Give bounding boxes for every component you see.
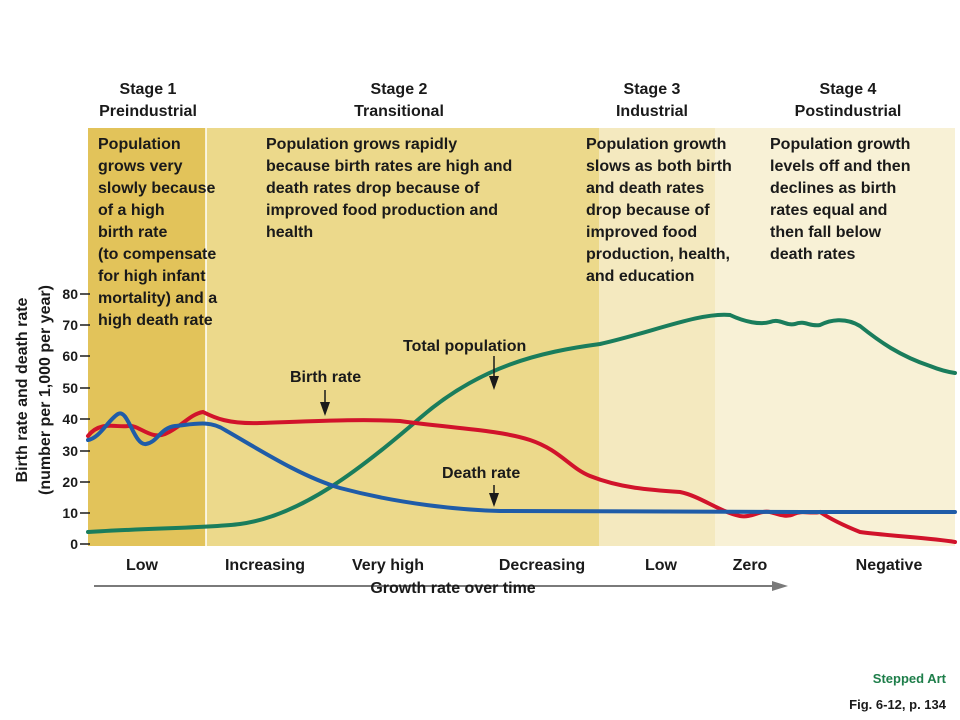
- stage1-background: [88, 128, 206, 546]
- death-rate-label: Death rate: [442, 465, 520, 482]
- stage4-description-line: then fall below: [770, 224, 882, 241]
- y-tick-label: 60: [62, 348, 78, 364]
- stage3-description-line: slows as both birth: [586, 158, 732, 175]
- time-arrow: [94, 581, 788, 591]
- growth-label-zero: Zero: [733, 557, 768, 574]
- y-axis-label-line2: (number per 1,000 per year): [37, 285, 54, 495]
- birth-rate-arrow: [320, 390, 330, 416]
- stage2-description-line: death rates drop because of: [266, 180, 480, 197]
- stage2-description-line: Population grows rapidly: [266, 136, 457, 153]
- total-population-arrow-head: [489, 376, 499, 390]
- stage3-subtitle: Industrial: [616, 103, 688, 120]
- y-tick-label: 40: [62, 411, 78, 427]
- stage1-description-line: grows very: [98, 158, 183, 175]
- stage2-description-line: health: [266, 224, 313, 241]
- y-axis: 0 10 20 30 40 50 60 70 80 Birth rate and…: [14, 285, 90, 552]
- stage4-background: [715, 128, 955, 546]
- stage1-description-line: birth rate: [98, 224, 167, 241]
- stage3-description-line: improved food: [586, 224, 697, 241]
- stage2-description-line: improved food production and: [266, 202, 498, 219]
- stage4-description-line: Population growth: [770, 136, 910, 153]
- stage4-description-line: death rates: [770, 246, 855, 263]
- stage1-name: Stage 1: [120, 81, 177, 98]
- stage3-background: [599, 128, 715, 546]
- stage2-name: Stage 2: [371, 81, 428, 98]
- stage1-description-line: mortality) and a: [98, 290, 217, 307]
- growth-label-increasing: Increasing: [225, 557, 305, 574]
- stage4-description-line: declines as birth: [770, 180, 896, 197]
- y-axis-label-line1: Birth rate and death rate: [14, 297, 31, 482]
- stage1-description-line: for high infant: [98, 268, 206, 285]
- stage4-description-line: levels off and then: [770, 158, 910, 175]
- death-rate-arrow-head: [489, 493, 499, 507]
- y-tick-label: 10: [62, 505, 78, 521]
- stage3-description-line: Population growth: [586, 136, 726, 153]
- growth-label-negative: Negative: [856, 557, 923, 574]
- stage3-description-line: and education: [586, 268, 694, 285]
- stage3-description-line: production, health,: [586, 246, 730, 263]
- growth-label-low: Low: [126, 557, 159, 574]
- stage4-description-line: rates equal and: [770, 202, 887, 219]
- death-rate-curve: [86, 411, 957, 514]
- total-population-curve: [86, 312, 957, 534]
- stage3-name: Stage 3: [624, 81, 681, 98]
- death-rate-arrow: [489, 485, 499, 507]
- total-population-label: Total population: [403, 338, 526, 355]
- figure-reference: Fig. 6-12, p. 134: [849, 697, 946, 712]
- growth-label-very-high: Very high: [352, 557, 424, 574]
- stage3-description-line: and death rates: [586, 180, 704, 197]
- y-tick-label: 20: [62, 474, 78, 490]
- stage2-description-line: because birth rates are high and: [266, 158, 512, 175]
- y-tick-label: 0: [70, 536, 78, 552]
- x-axis-label: Growth rate over time: [370, 580, 535, 597]
- stage4-description: Population growth levels off and then de…: [770, 136, 910, 263]
- total-population-arrow: [489, 356, 499, 390]
- footer-credit: Stepped Art: [872, 671, 946, 686]
- stage4-subtitle: Postindustrial: [795, 103, 902, 120]
- growth-label-low-stage3: Low: [645, 557, 678, 574]
- stage4-name: Stage 4: [820, 81, 877, 98]
- stage1-description-line: high death rate: [98, 312, 213, 329]
- y-tick-label: 30: [62, 443, 78, 459]
- stage1-subtitle: Preindustrial: [99, 103, 197, 120]
- stage2-description: Population grows rapidly because birth r…: [266, 136, 512, 241]
- stage1-description-line: Population: [98, 136, 181, 153]
- y-tick-label: 80: [62, 286, 78, 302]
- y-tick-label: 50: [62, 380, 78, 396]
- time-arrow-head: [772, 581, 788, 591]
- stage2-subtitle: Transitional: [354, 103, 444, 120]
- growth-label-decreasing: Decreasing: [499, 557, 585, 574]
- stage2-background: [206, 128, 599, 546]
- birth-rate-label: Birth rate: [290, 369, 361, 386]
- y-tick-label: 70: [62, 317, 78, 333]
- stage3-description: Population growth slows as both birth an…: [586, 136, 732, 285]
- birth-rate-arrow-head: [320, 402, 330, 416]
- stage1-description-line: slowly because: [98, 180, 215, 197]
- stage1-description-line: of a high: [98, 202, 165, 219]
- stage3-description-line: drop because of: [586, 202, 710, 219]
- stage1-description-line: (to compensate: [98, 246, 216, 263]
- stage1-description: Population grows very slowly because of …: [98, 136, 217, 329]
